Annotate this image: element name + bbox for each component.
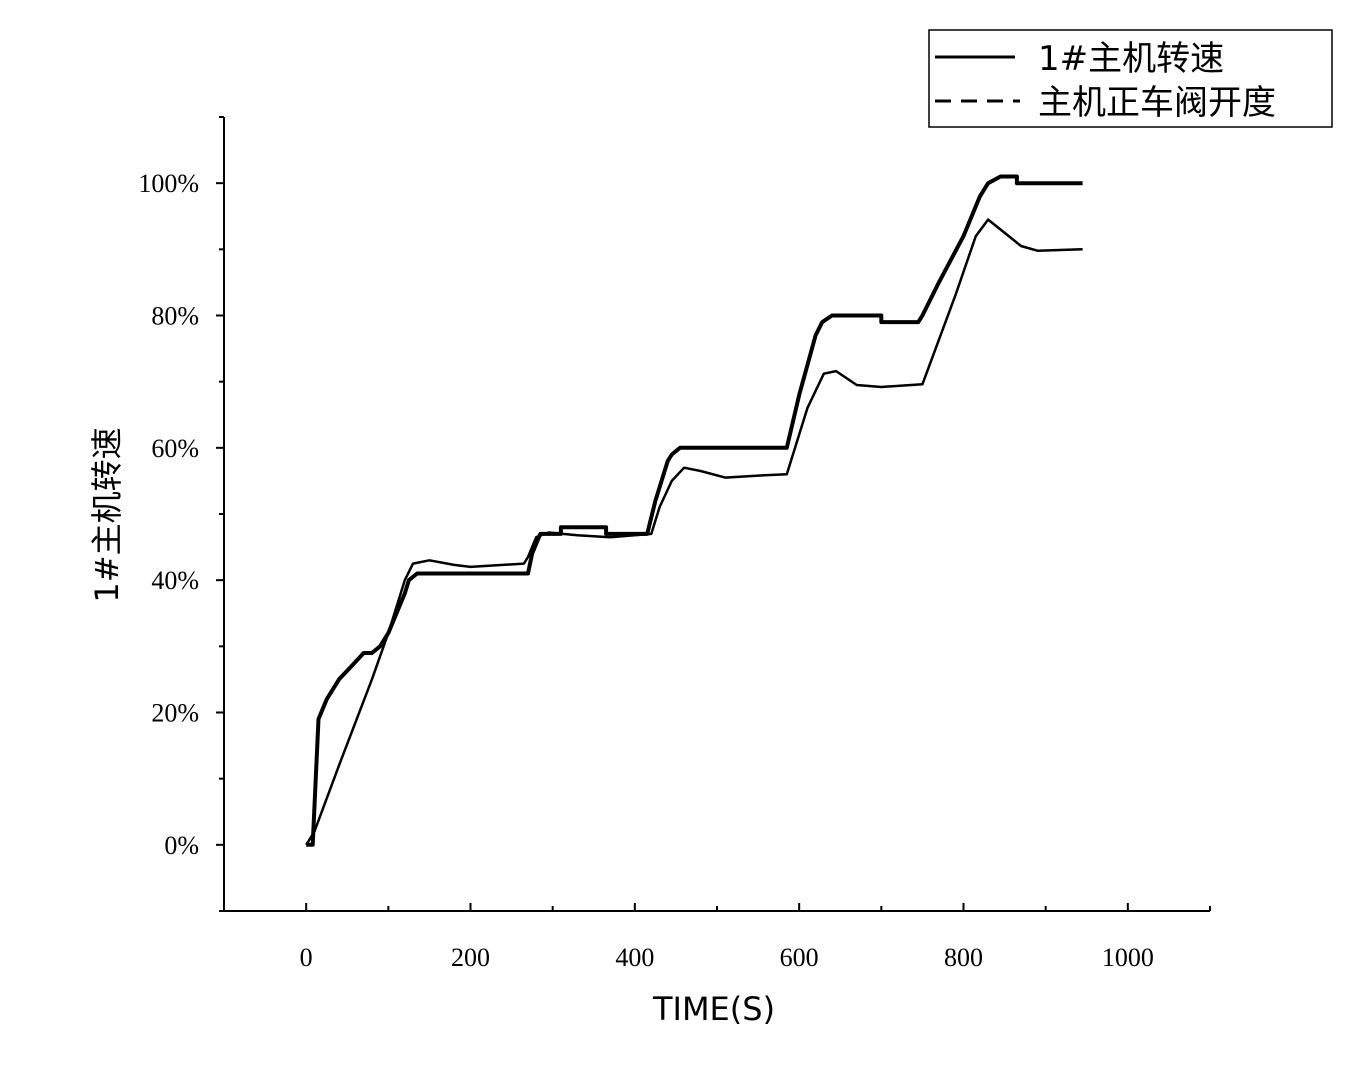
y-tick-label: 100%	[138, 169, 199, 198]
series-line-valve	[306, 174, 1083, 847]
y-tick-label: 40%	[151, 566, 199, 595]
y-axis-title: 1#主机转速	[88, 427, 126, 602]
y-tick-label: 0%	[164, 831, 199, 860]
y-tick-label: 80%	[151, 302, 199, 331]
x-tick-label: 400	[615, 943, 654, 972]
y-tick-label: 20%	[151, 699, 199, 728]
x-axis-title: TIME(S)	[652, 990, 775, 1028]
axes: 0 200 400 600 800 1000 0% 20% 40% 60% 80% 100%	[138, 116, 1211, 972]
x-tick-label: 200	[451, 943, 490, 972]
legend-label-valve: 主机正车阀开度	[1038, 83, 1276, 123]
x-tick-label: 0	[300, 943, 313, 972]
y-tick-label: 60%	[151, 434, 199, 463]
x-tick-label: 1000	[1102, 943, 1154, 972]
x-tick-label: 600	[780, 943, 819, 972]
plot-area	[305, 174, 1083, 847]
legend-label-speed: 1#主机转速	[1038, 39, 1224, 79]
series-line-speed	[305, 218, 1083, 846]
legend: 1#主机转速 主机正车阀开度	[928, 29, 1333, 128]
legend-box	[928, 29, 1333, 128]
x-tick-label: 800	[944, 943, 983, 972]
